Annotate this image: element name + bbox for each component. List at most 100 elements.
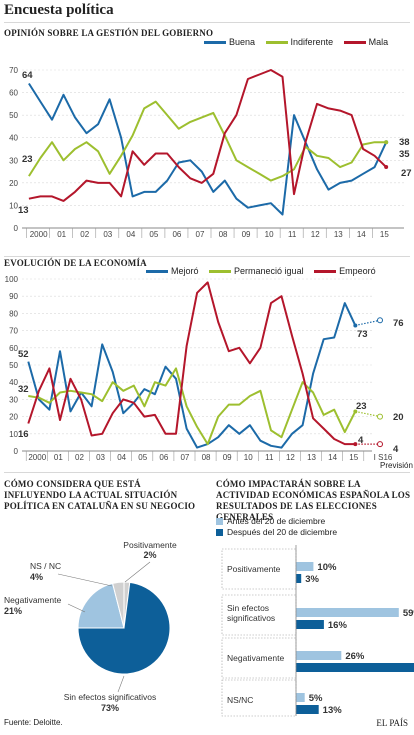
legend-swatch-empeoro: [314, 270, 337, 274]
page-title: Encuesta política: [4, 2, 114, 18]
series-line-1-0: [28, 82, 388, 216]
title-rule: [4, 22, 410, 23]
y-tick-label-2-20: 20: [9, 413, 18, 422]
section-rule-2: [4, 256, 410, 257]
y-tick-label-1-30: 30: [9, 156, 18, 165]
chart2-title: Evolución de la economía: [4, 258, 147, 268]
end-value-label-2-0: 73: [357, 329, 368, 340]
pie-category-label-0: Positivamente: [123, 540, 177, 550]
chart1-legend: Buena Indiferente Mala: [196, 37, 388, 47]
x-tick-label-2-12: 12: [286, 453, 295, 462]
x-tick-label-1-13: 13: [334, 230, 343, 239]
pie-value-label-2: 21%: [4, 606, 22, 616]
x-tick-label-2-14: 14: [328, 453, 337, 462]
start-value-label-2-0: 52: [18, 349, 29, 360]
legend-swatch-before: [216, 518, 223, 525]
bar-category-box-3: [221, 679, 297, 717]
x-tick-label-1-5: 05: [149, 230, 158, 239]
y-tick-label-2-70: 70: [9, 327, 18, 336]
legend-swatch-mejoro: [146, 270, 168, 274]
x-tick-label-1-10: 10: [265, 230, 274, 239]
start-value-label-1-0: 64: [22, 70, 33, 81]
series-end-point-1-1: [384, 140, 389, 145]
legend-swatch-mala: [343, 41, 366, 45]
brand-logo: EL PAÍS: [376, 718, 408, 728]
legend-label-buena: Buena: [229, 37, 256, 47]
y-tick-label-1-20: 20: [9, 179, 18, 188]
x-tick-label-2-13: 13: [307, 453, 316, 462]
y-tick-label-2-30: 30: [9, 395, 18, 404]
y-tick-label-2-100: 100: [5, 275, 19, 284]
start-value-label-1-1: 23: [22, 154, 33, 165]
bar-1-1: [296, 620, 324, 629]
bar-3-1: [296, 705, 319, 714]
pie-category-label-1: Sin efectos significativos: [64, 692, 157, 702]
end-value-label-1-2: 27: [401, 168, 412, 179]
source-note: Fuente: Deloitte.: [4, 718, 63, 727]
end-value-label-1-1: 35: [399, 149, 410, 160]
x-tick-label-1-1: 01: [57, 230, 66, 239]
y-tick-label-2-40: 40: [9, 378, 18, 387]
x-tick-label-2-8: 08: [202, 453, 211, 462]
x-tick-label-1-14: 14: [357, 230, 366, 239]
pie-category-label-2: Negativamente: [4, 595, 61, 605]
pie-value-label-3: 4%: [30, 572, 43, 582]
x-tick-label-2-15: 15: [349, 453, 358, 462]
chart4-title: Cómo impactarán sobre la actividad econó…: [216, 479, 411, 522]
legend-label-indiferente: Indiferente: [290, 37, 334, 47]
start-value-label-2-2: 16: [18, 429, 29, 440]
pie-category-label-3: NS / NC: [30, 561, 61, 571]
forecast-point-2-0: [377, 317, 383, 324]
x-tick-label-2-6: 06: [159, 453, 168, 462]
start-value-label-1-2: 13: [18, 205, 29, 216]
series-line-2-1: [28, 367, 357, 446]
forecast-value-label-2-0: 76: [393, 318, 404, 329]
x-tick-label-1-8: 08: [219, 230, 228, 239]
pie-slice-2: [77, 582, 125, 629]
chart2-legend: Mejoró Permaneció igual Empeoró: [138, 266, 376, 276]
pie-leader-line-0: [124, 561, 151, 583]
bar-value-label-0-1: 3%: [305, 574, 319, 585]
pie-leader-line-3: [57, 573, 113, 587]
y-tick-label-2-10: 10: [9, 430, 18, 439]
forecast-point-2-1: [377, 413, 383, 420]
forecast-point-2-2: [377, 441, 383, 448]
legend-label-igual: Permaneció igual: [234, 266, 304, 276]
bar-value-label-3-1: 13%: [323, 705, 343, 716]
pie-leader-line-1: [117, 675, 125, 693]
series-end-point-1-2: [384, 165, 389, 170]
x-tick-label-2-2: 02: [75, 453, 84, 462]
forecast-line-2-0: [355, 319, 381, 327]
x-tick-label-1-12: 12: [311, 230, 320, 239]
y-tick-label-1-0: 0: [14, 224, 19, 233]
y-tick-label-1-50: 50: [9, 111, 18, 120]
end-value-label-2-1: 23: [356, 401, 367, 412]
y-tick-label-2-90: 90: [9, 292, 18, 301]
bar-0-0: [296, 562, 314, 571]
prevision-label: Previsión: [380, 461, 413, 470]
x-tick-label-2-7: 07: [180, 453, 189, 462]
bar-1-0: [296, 608, 399, 617]
x-tick-label-1-7: 07: [196, 230, 205, 239]
bar-category-label-0: Positivamente: [227, 564, 281, 574]
x-tick-label-1-4: 04: [126, 230, 135, 239]
x-tick-label-1-11: 11: [288, 230, 297, 239]
x-tick-label-2-16: I S16: [374, 453, 393, 462]
series-line-1-1: [28, 100, 387, 182]
pie-slice-3: [111, 581, 125, 629]
x-tick-label-2-9: 09: [223, 453, 232, 462]
chart4-legend-before: Antes del 20 de diciembre: [216, 516, 325, 526]
forecast-value-label-2-2: 4: [393, 444, 399, 455]
y-tick-label-1-70: 70: [9, 66, 18, 75]
x-tick-label-1-3: 03: [103, 230, 112, 239]
x-tick-label-2-5: 05: [138, 453, 147, 462]
y-tick-label-2-0: 0: [14, 447, 19, 456]
chart1-title: Opinión sobre la gestión del gobierno: [4, 28, 214, 38]
series-line-1-2: [28, 69, 387, 202]
forecast-line-2-1: [355, 410, 381, 418]
bar-value-label-1-1: 16%: [328, 620, 348, 631]
legend-swatch-after: [216, 529, 223, 536]
x-tick-label-1-9: 09: [242, 230, 251, 239]
x-tick-label-2-3: 03: [96, 453, 105, 462]
y-tick-label-2-60: 60: [9, 344, 18, 353]
